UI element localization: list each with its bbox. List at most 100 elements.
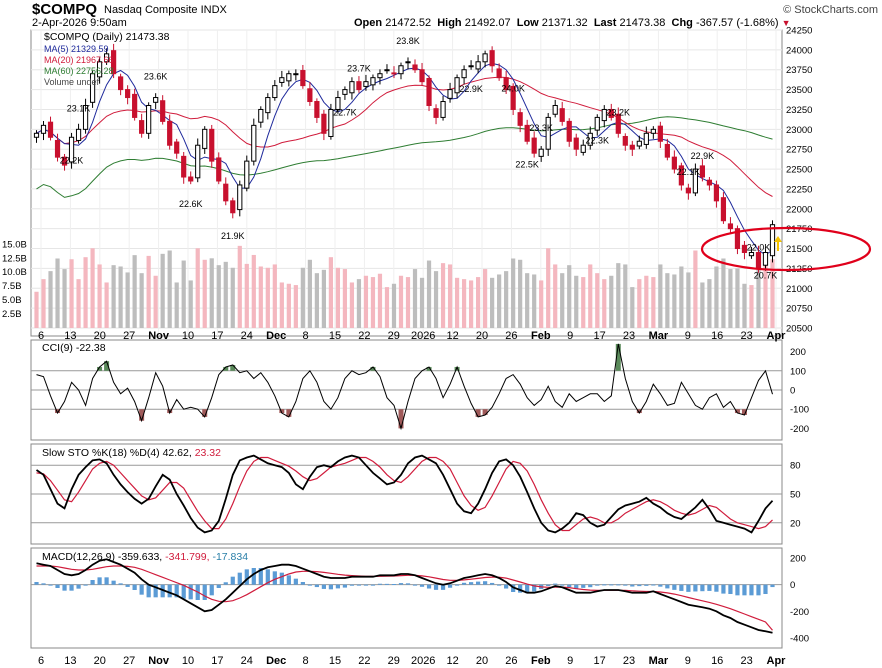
extreme-label: 22.6K — [179, 199, 203, 209]
macd-line — [36, 558, 773, 634]
extreme-label: 22.7K — [333, 108, 357, 118]
candle-body — [321, 113, 327, 134]
candle-body — [139, 120, 145, 134]
macd-histogram-bar — [588, 584, 593, 588]
volume-bar — [756, 263, 761, 328]
candle-body — [47, 121, 54, 138]
macd-tick-label: 200 — [790, 554, 806, 565]
x-tick-label: 20 — [94, 330, 106, 342]
annotations: 23.1K 22.2K 22.6K 23.6K 21.9K 23.7K 22.7K 23.8K… — [60, 36, 872, 281]
cci-negative-fill — [279, 409, 285, 414]
volume-bar — [111, 265, 116, 328]
volume-bar — [511, 258, 516, 328]
x-tick-label-bottom: 20 — [476, 655, 488, 667]
candle-body — [440, 101, 446, 118]
candle-body — [314, 101, 320, 118]
volume-bar — [468, 280, 474, 328]
cci-positive-fill — [370, 366, 376, 371]
volume-tick-label: 7.5B — [2, 281, 22, 292]
price-tick-label: 20500 — [786, 324, 812, 335]
cci-negative-fill — [636, 409, 642, 414]
brand-label[interactable]: © StockCharts.com — [783, 4, 878, 16]
volume-bar — [553, 264, 558, 328]
volume-bar — [370, 277, 376, 328]
macd-histogram-bar — [756, 584, 761, 596]
macd-histogram-bar — [76, 584, 81, 589]
sto-tick-label: 80 — [790, 461, 801, 472]
volume-bar — [349, 282, 355, 328]
candle-body — [657, 125, 663, 142]
candle-body — [89, 73, 96, 103]
macd-histogram-bar — [118, 583, 123, 585]
volume-bar — [721, 258, 726, 328]
macd-histogram-bar — [41, 583, 46, 585]
price-tick-label: 22250 — [786, 184, 812, 195]
volume-tick-label: 10.0B — [2, 267, 27, 278]
x-tick-label-bottom: 27 — [123, 655, 135, 667]
candle-body — [419, 69, 425, 83]
candle-body — [103, 53, 110, 63]
volume-bar — [588, 264, 593, 328]
candle-body — [545, 116, 551, 150]
cci-tick-label: 0 — [790, 386, 795, 397]
chg-value: -367.57 (-1.68%) — [695, 17, 779, 29]
macd-histogram-bar — [132, 584, 137, 590]
candle-body — [412, 64, 418, 71]
macd-histogram-bar — [209, 584, 214, 596]
x-tick-label: 17 — [593, 330, 605, 342]
candle-body — [762, 252, 769, 266]
volume-bar — [69, 259, 74, 328]
extreme-label: 23.7K — [347, 64, 371, 74]
candle-body — [96, 61, 103, 78]
candle-body — [671, 156, 677, 170]
candle-body — [293, 73, 299, 76]
volume-bar — [532, 274, 537, 328]
x-tick-label-bottom: 17 — [211, 655, 223, 667]
x-tick-label: 16 — [711, 330, 723, 342]
macd-histogram-bar — [679, 584, 684, 591]
extreme-label: 24.0K — [501, 83, 525, 93]
highlight-circle — [700, 226, 872, 272]
candle-body — [650, 128, 656, 134]
sto-d-value: 23.32 — [195, 447, 221, 459]
candle-body — [769, 224, 776, 257]
volume-bar — [230, 267, 235, 328]
legend-volume: Volume undef — [44, 77, 100, 87]
macd-histogram-bar — [490, 582, 495, 585]
volume-bar — [377, 273, 383, 328]
macd-histogram-bar — [735, 584, 740, 596]
candle-body — [377, 73, 383, 79]
volume-bar — [525, 273, 530, 328]
candle-body — [496, 68, 502, 79]
macd-histogram-bar — [83, 584, 88, 586]
price-tick-label: 20750 — [786, 304, 812, 315]
candle-body — [489, 50, 495, 67]
volume-bar — [181, 260, 186, 328]
macd-histogram-bar — [272, 571, 277, 585]
volume-bar — [83, 257, 88, 328]
price-tick-label: 21750 — [786, 224, 812, 235]
macd-histogram-bar — [146, 584, 151, 598]
macd-histogram-bar — [202, 584, 207, 600]
high-value: 21492.07 — [464, 17, 511, 29]
macd-histogram-bar — [749, 584, 754, 596]
macd-histogram-bar — [630, 584, 635, 587]
extreme-label: 22.9K — [459, 84, 483, 94]
candle-body — [146, 104, 152, 134]
x-tick-label-bottom: 22 — [358, 655, 370, 667]
volume-bar — [700, 282, 705, 328]
cci-negative-fill — [734, 409, 740, 414]
volume-bar — [539, 280, 544, 328]
x-tick-label-bottom: 15 — [329, 655, 341, 667]
macd-histogram-bar — [595, 584, 600, 586]
x-tick-label-bottom: 23 — [740, 655, 752, 667]
candle-body — [510, 85, 516, 110]
candle-body — [258, 108, 264, 123]
macd-histogram-bar — [447, 584, 453, 588]
volume-bar — [223, 261, 228, 328]
macd-panel-frame — [30, 547, 783, 649]
candle-body — [615, 113, 621, 134]
x-tick-label-bottom: Mar — [649, 655, 669, 667]
candle-body — [748, 252, 755, 257]
candle-body — [447, 89, 453, 99]
